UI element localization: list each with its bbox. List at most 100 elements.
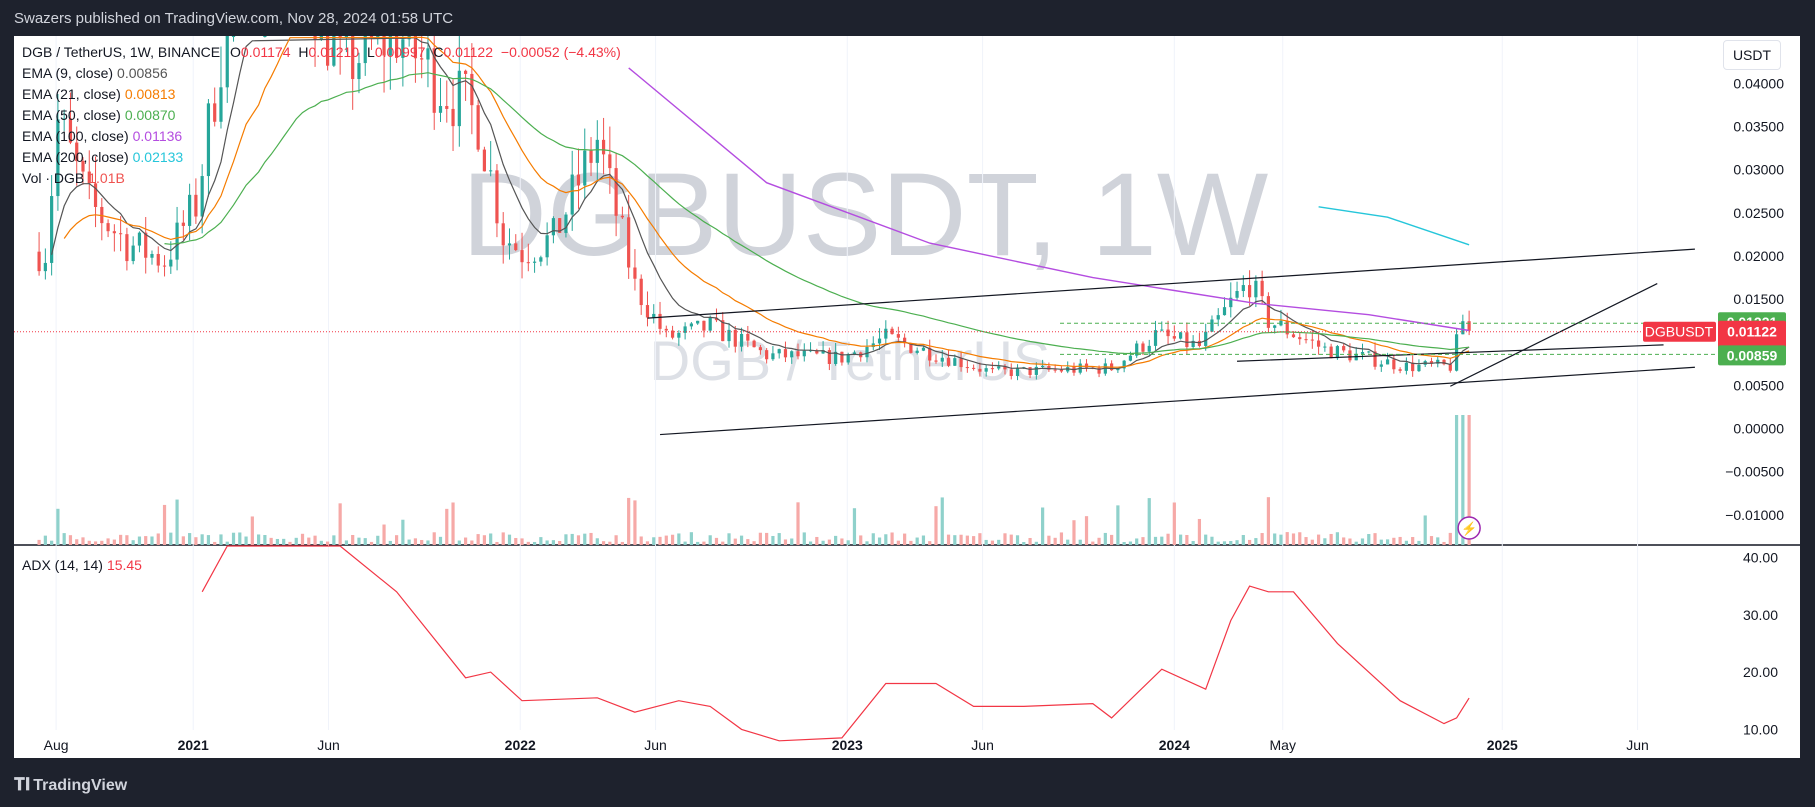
volume-bar <box>1367 534 1371 545</box>
candle-body <box>1141 343 1145 352</box>
legend-volume[interactable]: Vol · DGB 1.01B <box>22 170 125 186</box>
volume-bar <box>846 540 850 545</box>
candle-body <box>1404 362 1408 371</box>
volume-bar <box>1429 536 1434 545</box>
legend-c-label: C <box>433 44 444 60</box>
currency-button[interactable]: USDT <box>1723 40 1781 70</box>
volume-bar <box>1266 497 1271 545</box>
watermark-main: DGBUSDT, 1W <box>462 149 1268 281</box>
x-tick-label: 2022 <box>505 737 536 753</box>
legend-ema100[interactable]: EMA (100, close) 0.01136 <box>22 128 182 144</box>
candle-body <box>457 70 461 127</box>
legend-adx[interactable]: ADX (14, 14) 15.45 <box>22 557 142 573</box>
candle-body <box>583 150 587 186</box>
candle-body <box>438 106 443 113</box>
candle-body <box>1160 329 1164 331</box>
volume-bar <box>1097 537 1101 545</box>
volume-bar <box>43 535 47 545</box>
volume-bar <box>463 537 468 545</box>
volume-bar <box>940 497 944 545</box>
candle-body <box>670 330 675 338</box>
candle-body <box>1342 346 1346 351</box>
volume-bar <box>50 540 54 545</box>
volume-bar <box>244 536 248 545</box>
volume-bar <box>1216 541 1220 545</box>
candle-body <box>890 328 894 335</box>
volume-bar <box>338 503 342 545</box>
legend-ema21[interactable]: EMA (21, close) 0.00813 <box>22 86 175 102</box>
candle-body <box>420 58 424 60</box>
tradingview-logo[interactable]: 𝐓𝐈 TradingView <box>14 775 127 795</box>
legend-ema50[interactable]: EMA (50, close) 0.00870 <box>22 107 175 123</box>
volume-bar <box>570 533 574 545</box>
volume-bar <box>1128 541 1133 545</box>
volume-bar <box>1179 534 1183 545</box>
volume-bar <box>758 532 762 545</box>
candle-body <box>915 350 919 353</box>
volume-bar <box>1392 537 1396 545</box>
volume-bar <box>639 536 643 545</box>
volume-bar <box>595 538 599 545</box>
candle-body <box>231 36 236 37</box>
volume-bar <box>1398 536 1402 545</box>
symbol-tag-bg <box>1643 321 1716 342</box>
candle-body <box>1172 336 1176 339</box>
volume-bar <box>589 532 593 545</box>
volume-bar <box>532 541 537 545</box>
candle-body <box>1373 351 1377 367</box>
volume-bar <box>696 541 700 545</box>
candle-body <box>815 350 819 354</box>
candle-body <box>727 329 731 342</box>
volume-bar <box>495 541 499 545</box>
volume-bar <box>250 516 254 545</box>
legend-symbol: DGB / TetherUS, 1W, BINANCE <box>22 44 221 60</box>
candle-body <box>733 329 737 347</box>
candle-body <box>551 218 555 236</box>
volume-bar <box>1423 515 1427 545</box>
candle-body <box>752 340 756 348</box>
volume-bar <box>162 504 167 545</box>
volume-bar <box>432 532 436 545</box>
volume-bar <box>438 536 443 545</box>
candle-body <box>1166 329 1170 337</box>
volume-bar <box>1204 534 1208 545</box>
volume-bar <box>213 541 217 545</box>
symbol-tag: DGBUSDT <box>1645 324 1714 340</box>
legend-ema9[interactable]: EMA (9, close) 0.00856 <box>22 65 168 81</box>
candle-body <box>953 358 957 366</box>
volume-bar <box>68 535 73 545</box>
candle-body <box>1316 340 1321 347</box>
candle-body <box>532 261 537 263</box>
volume-bar <box>928 541 932 545</box>
volume-bar <box>896 540 900 545</box>
volume-bar <box>551 540 555 545</box>
candle-body <box>401 39 405 58</box>
volume-bar <box>1147 498 1151 545</box>
candle-body <box>1436 359 1440 364</box>
adx-line <box>201 545 1470 742</box>
volume-bar <box>677 533 681 545</box>
volume-bar <box>1298 532 1302 545</box>
volume-bar <box>357 537 361 545</box>
volume-bar <box>765 532 769 545</box>
volume-bar <box>1222 541 1227 545</box>
candle-body <box>627 217 631 268</box>
legend-ema200[interactable]: EMA (200, close) 0.02133 <box>22 149 183 165</box>
x-tick-label: Jun <box>971 737 994 753</box>
candle-body <box>1392 359 1396 370</box>
legend-ohlc-row: DGB / TetherUS, 1W, BINANCE O0.01174 H0.… <box>22 44 621 60</box>
candle-body <box>645 305 650 318</box>
candle-body <box>1247 285 1252 298</box>
legend-ema100-label: EMA (100, close) <box>22 128 129 144</box>
volume-bar <box>1354 541 1358 545</box>
candle-body <box>545 235 549 258</box>
candle-body <box>426 48 430 60</box>
volume-bar <box>1191 541 1195 545</box>
price-tick-label: −0.00500 <box>1725 464 1784 480</box>
volume-bar <box>520 538 524 545</box>
candle-body <box>633 267 637 279</box>
volume-bar <box>909 540 913 545</box>
volume-bar <box>457 540 461 545</box>
volume-bar <box>1160 536 1164 545</box>
